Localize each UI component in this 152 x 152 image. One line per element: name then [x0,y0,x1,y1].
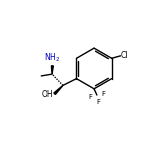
Text: F: F [96,99,100,105]
Text: F: F [88,94,92,100]
Polygon shape [51,66,53,74]
Polygon shape [54,85,63,94]
Text: Cl: Cl [121,51,129,60]
Text: OH: OH [41,90,53,99]
Text: NH$_2$: NH$_2$ [44,51,60,64]
Text: F: F [101,91,105,97]
